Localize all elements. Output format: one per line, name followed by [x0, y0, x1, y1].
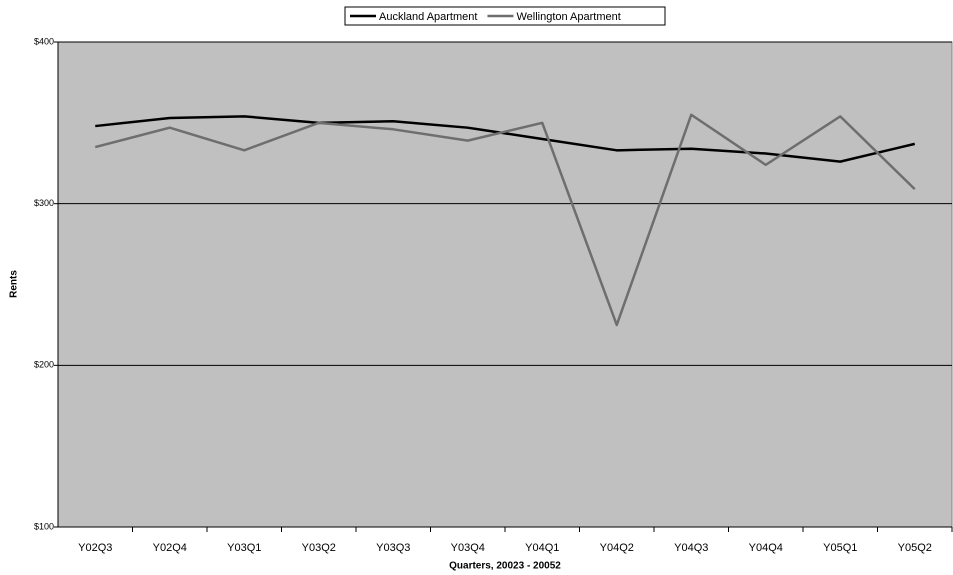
y-tick-label: $200 [34, 360, 54, 370]
y-tick-label: $400 [34, 36, 54, 46]
y-tick-label: $300 [34, 198, 54, 208]
x-axis-title: Quarters, 20023 - 20052 [449, 561, 561, 572]
x-tick-label: Y05Q2 [898, 542, 932, 554]
x-tick-label: Y04Q3 [674, 542, 708, 554]
legend-label: Wellington Apartment [516, 11, 620, 23]
x-tick-label: Y04Q1 [525, 542, 559, 554]
x-tick-label: Y03Q2 [302, 542, 336, 554]
x-tick-label: Y02Q3 [78, 542, 112, 554]
x-tick-label: Y02Q4 [153, 542, 187, 554]
plot-area [57, 41, 953, 528]
x-tick-label: Y04Q4 [749, 542, 783, 554]
x-tick-label: Y05Q1 [823, 542, 857, 554]
x-tick-label: Y03Q1 [227, 542, 261, 554]
x-tick-label: Y04Q2 [600, 542, 634, 554]
y-tick-label: $100 [34, 521, 54, 531]
series-line [95, 115, 916, 163]
legend-label: Auckland Apartment [379, 11, 477, 23]
y-axis-title: Rents [9, 270, 20, 298]
series-line [94, 113, 916, 327]
x-tick-label: Y03Q3 [376, 542, 410, 554]
x-tick-label: Y03Q4 [451, 542, 485, 554]
